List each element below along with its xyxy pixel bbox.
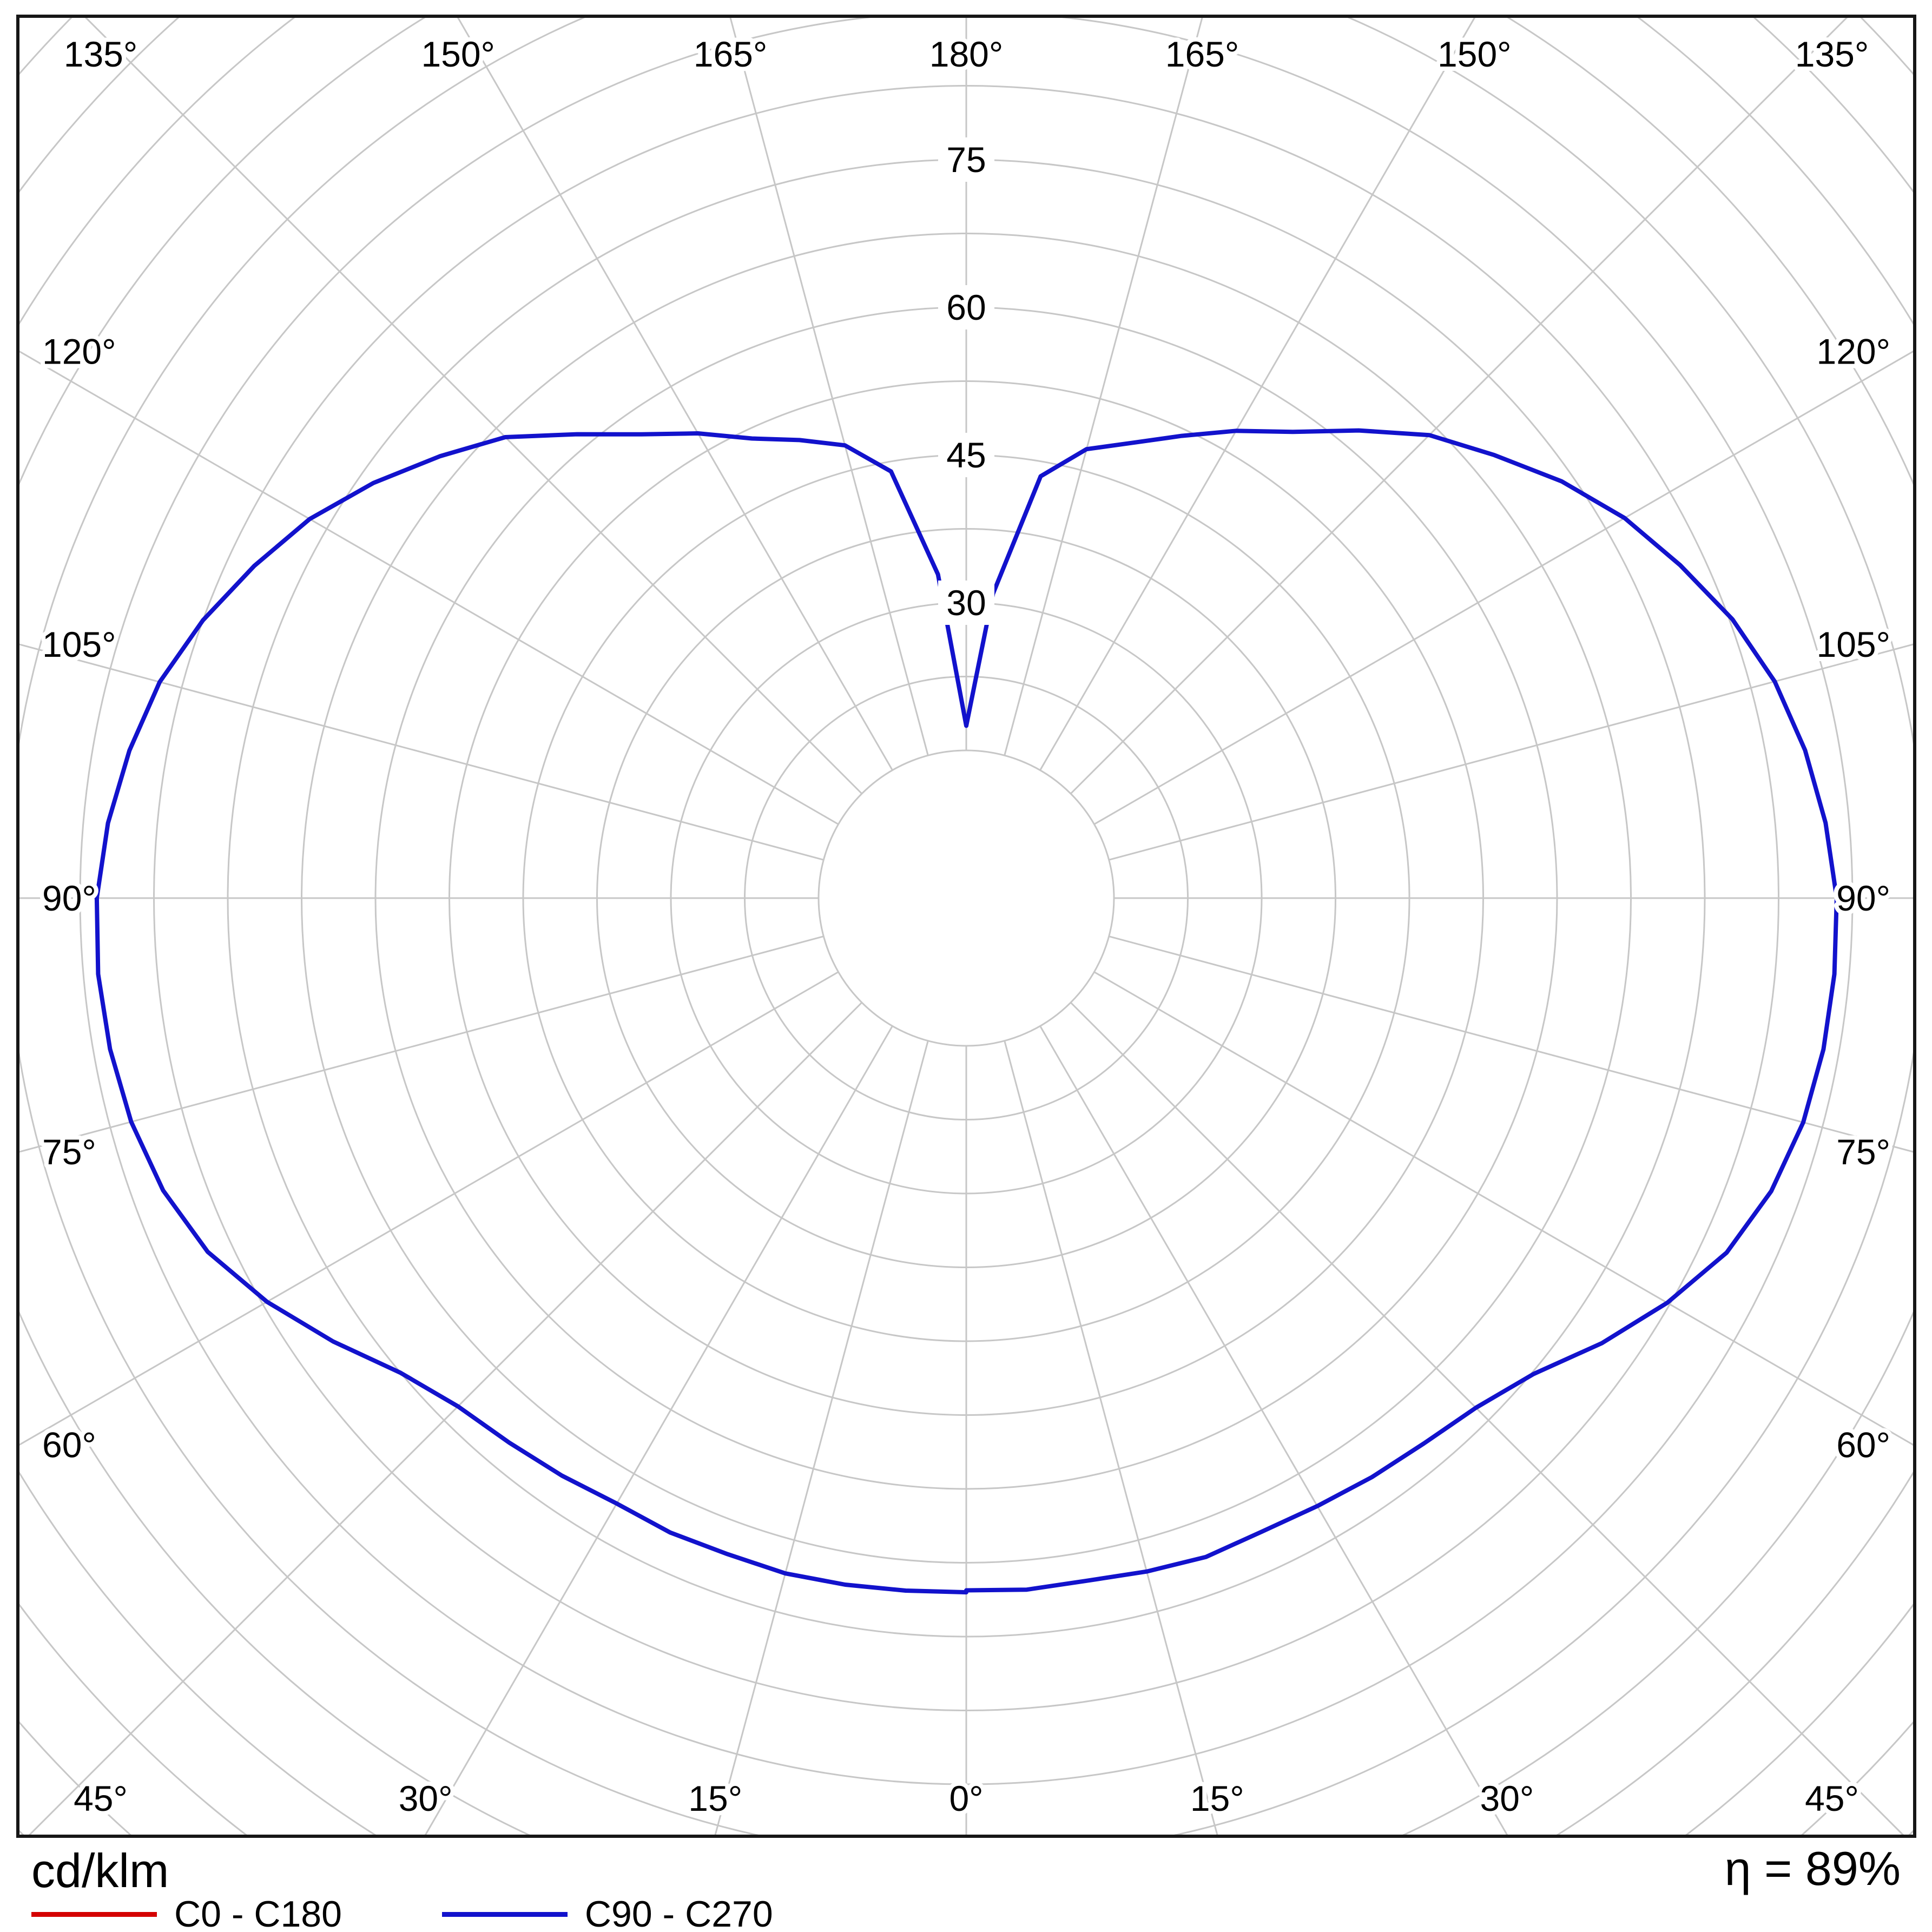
angle-label: 45°	[1805, 1778, 1859, 1818]
angle-label: 105°	[1816, 624, 1890, 664]
angle-label: 120°	[42, 332, 116, 372]
angle-label: 90°	[42, 878, 96, 918]
angle-label: 180°	[929, 34, 1004, 74]
radial-tick-label: 45	[946, 435, 986, 475]
angle-label: 30°	[1480, 1778, 1534, 1818]
angle-label: 165°	[1165, 34, 1239, 74]
legend: C0 - C180 C90 - C270	[31, 1893, 873, 1932]
angle-label: 165°	[694, 34, 768, 74]
angle-label: 135°	[64, 34, 138, 74]
legend-label-c90-c270: C90 - C270	[584, 1894, 773, 1932]
angle-label: 60°	[1836, 1425, 1890, 1465]
angle-label: 15°	[688, 1778, 742, 1818]
legend-label-c0-c180: C0 - C180	[174, 1894, 342, 1932]
angle-label: 75°	[1836, 1132, 1890, 1172]
angle-label: 120°	[1816, 332, 1890, 372]
angle-label: 135°	[1795, 34, 1869, 74]
efficiency-label: η = 89%	[1724, 1842, 1901, 1895]
angle-label: 150°	[421, 34, 495, 74]
polar-chart-frame: 30 45 60 75 0° 15° 30° 45° 60° 75° 90° 105° 120° 135°…	[16, 15, 1916, 1838]
angle-label: 75°	[42, 1132, 96, 1172]
radial-tick-label: 75	[946, 140, 986, 180]
angle-label: 150°	[1438, 34, 1512, 74]
polar-chart: 30 45 60 75 0° 15° 30° 45° 60° 75° 90° 105° 120° 135°…	[19, 18, 1913, 1835]
radial-tick-label: 60	[946, 287, 986, 327]
units-label: cd/klm	[31, 1844, 169, 1897]
legend-line-c0-c180	[31, 1911, 157, 1917]
angle-label: 15°	[1190, 1778, 1244, 1818]
radial-tick-labels: 30 45 60 75	[938, 137, 994, 625]
angle-label: 105°	[42, 624, 116, 664]
angle-label: 0°	[949, 1778, 983, 1818]
polar-grid-spokes	[19, 18, 1913, 1835]
angle-label: 30°	[399, 1778, 453, 1818]
angle-label: 60°	[42, 1425, 96, 1465]
intensity-curve-c90-c270	[94, 428, 1839, 1595]
legend-line-c90-c270	[441, 1911, 568, 1917]
angle-label: 45°	[74, 1778, 128, 1818]
angle-labels: 0° 15° 30° 45° 60° 75° 90° 105° 120° 135° 150° 165°…	[38, 30, 1895, 1823]
radial-tick-label: 30	[946, 583, 986, 623]
angle-label: 90°	[1836, 878, 1890, 918]
